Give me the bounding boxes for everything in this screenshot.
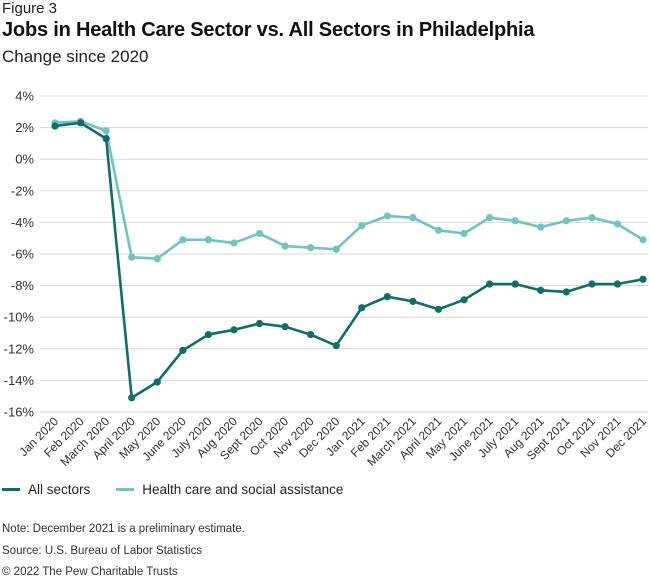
data-point — [230, 326, 238, 334]
data-point — [307, 330, 315, 339]
data-point — [358, 304, 366, 312]
line-chart: 4% 2% 0% -2% -4% -6% -8% -10% -12% -14% -16% Jan 2… — [4, 89, 650, 469]
data-point — [281, 323, 289, 331]
series-layer — [51, 117, 647, 402]
data-point — [383, 293, 391, 301]
data-point — [434, 226, 443, 234]
series-line — [54, 119, 644, 261]
y-axis: 4% 2% 0% -2% -4% -6% -8% -10% -12% -14% -16% — [4, 89, 35, 420]
data-point — [51, 122, 59, 130]
data-point — [128, 394, 136, 402]
chart-title: Jobs in Health Care Sector vs. All Secto… — [2, 19, 535, 41]
legend-label-all-sectors: All sectors — [28, 482, 91, 497]
chart-note: Note: December 2021 is a preliminary est… — [2, 523, 245, 535]
y-tick-label: -2% — [11, 183, 35, 198]
y-tick-label: -8% — [11, 278, 35, 293]
data-point — [332, 342, 340, 350]
data-point — [179, 236, 187, 244]
data-point — [588, 280, 596, 288]
data-point — [255, 229, 264, 238]
data-point — [562, 288, 570, 296]
data-point — [460, 296, 468, 304]
data-point — [179, 346, 187, 354]
data-point — [128, 253, 136, 261]
legend-item-all-sectors: All sectors — [2, 482, 90, 497]
legend-label-health-care: Health care and social assistance — [142, 482, 344, 497]
data-point — [307, 244, 315, 252]
data-point — [639, 236, 647, 244]
data-point — [613, 220, 622, 228]
y-tick-label: -14% — [4, 373, 35, 388]
data-point — [409, 297, 417, 305]
data-point — [281, 242, 289, 250]
y-tick-label: -10% — [4, 310, 35, 325]
data-point — [562, 217, 570, 225]
legend: All sectors Health care and social assis… — [2, 482, 369, 497]
series-all-sectors — [51, 119, 647, 402]
data-point — [102, 127, 110, 135]
data-point — [511, 217, 519, 225]
series-line — [54, 121, 644, 400]
data-point — [537, 223, 545, 231]
data-point — [639, 275, 647, 283]
chart-source: Source: U.S. Bureau of Labor Statistics — [2, 545, 203, 557]
legend-swatch-health-care — [116, 488, 135, 491]
y-tick-label: 0% — [15, 152, 34, 167]
data-point — [358, 221, 366, 230]
data-point — [255, 319, 264, 328]
copyright: © 2022 The Pew Charitable Trusts — [2, 566, 178, 578]
series-health-care — [51, 117, 647, 263]
y-tick-label: -6% — [11, 247, 35, 262]
y-tick-label: -16% — [4, 405, 35, 420]
legend-item-health-care: Health care and social assistance — [116, 482, 343, 497]
data-point — [230, 239, 238, 247]
data-point — [76, 119, 85, 127]
chart-subtitle: Change since 2020 — [2, 47, 149, 66]
data-point — [153, 255, 161, 263]
data-point — [537, 286, 545, 294]
data-point — [409, 214, 417, 222]
data-point — [102, 135, 110, 143]
data-point — [153, 378, 161, 386]
data-point — [588, 214, 596, 222]
legend-swatch-all-sectors — [2, 488, 20, 491]
y-tick-label: 2% — [15, 120, 34, 135]
data-point — [204, 330, 212, 339]
data-point — [511, 280, 519, 288]
data-point — [383, 212, 391, 220]
grid-layer — [40, 95, 648, 413]
data-point — [486, 280, 494, 288]
figure-label: Figure 3 — [2, 0, 58, 17]
y-tick-label: -12% — [4, 341, 35, 356]
data-point — [204, 236, 212, 244]
data-point — [460, 229, 468, 238]
data-point — [486, 214, 494, 222]
data-point — [332, 245, 340, 253]
data-point — [434, 305, 443, 313]
y-tick-label: -4% — [11, 215, 35, 230]
y-tick-label: 4% — [15, 89, 34, 104]
data-point — [613, 280, 622, 288]
